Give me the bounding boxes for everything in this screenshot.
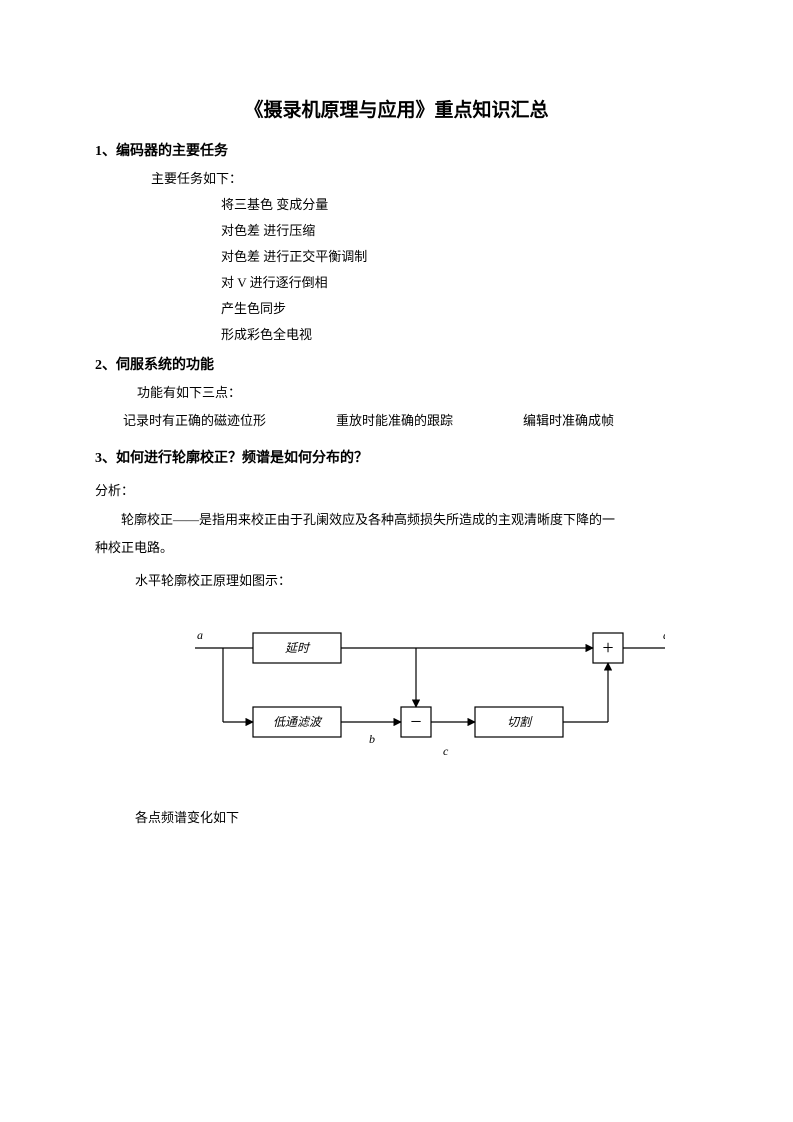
section3-analysis: 分析：: [95, 477, 698, 506]
section1-item: 形成彩色全电视: [95, 322, 698, 348]
page-title: 《摄录机原理与应用》重点知识汇总: [95, 95, 698, 122]
section3-fig-caption: 水平轮廓校正原理如图示：: [95, 567, 698, 596]
section2-col: 重放时能准确的跟踪: [336, 410, 453, 429]
diagram-svg: 延时低通滤波 切割 − + a b c d: [145, 615, 665, 775]
section2-col: 记录时有正确的磁迹位形: [123, 410, 266, 429]
svg-text:b: b: [369, 732, 375, 746]
svg-text:c: c: [443, 744, 449, 758]
section3-after-diagram: 各点频谱变化如下: [95, 804, 698, 833]
section1-item: 对色差 进行压缩: [95, 218, 698, 244]
section1-item: 对 V 进行逐行倒相: [95, 270, 698, 296]
svg-text:a: a: [197, 628, 203, 642]
section2-col: 编辑时准确成帧: [523, 410, 614, 429]
section2-heading: 2、伺服系统的功能: [95, 354, 698, 374]
section3-def-line2: 种校正电路。: [95, 534, 698, 563]
section3-def-line1: 轮廓校正——是指用来校正由于孔阑效应及各种高频损失所造成的主观清晰度下降的一: [95, 506, 698, 535]
section3-heading: 3、如何进行轮廓校正？频谱是如何分布的？: [95, 447, 698, 467]
section2-lead: 功能有如下三点：: [95, 380, 698, 406]
svg-text:−: −: [410, 711, 421, 733]
section1-item: 产生色同步: [95, 296, 698, 322]
section2-columns: 记录时有正确的磁迹位形 重放时能准确的跟踪 编辑时准确成帧: [95, 410, 698, 429]
block-diagram: 延时低通滤波 切割 − + a b c d: [145, 615, 698, 780]
svg-text:d: d: [663, 628, 665, 642]
section1-item: 对色差 进行正交平衡调制: [95, 244, 698, 270]
svg-text:+: +: [602, 637, 613, 659]
section1-lead: 主要任务如下：: [95, 166, 698, 192]
svg-text:低通滤波: 低通滤波: [273, 715, 323, 729]
section1-heading: 1、编码器的主要任务: [95, 140, 698, 160]
section1-item: 将三基色 变成分量: [95, 192, 698, 218]
svg-text:切割: 切割: [507, 715, 533, 729]
svg-text:延时: 延时: [285, 641, 311, 655]
